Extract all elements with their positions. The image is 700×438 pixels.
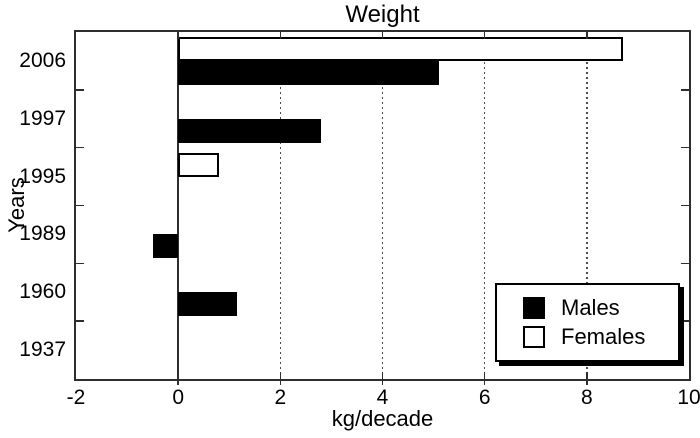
x-tick-top-0 <box>177 32 179 39</box>
x-tick-bottom-0 <box>177 372 179 379</box>
x-tick-top-8 <box>586 32 588 39</box>
x-tick-label-6: 6 <box>478 386 491 409</box>
bar-females-2006 <box>178 36 623 61</box>
y-tick-left-5 <box>76 320 84 322</box>
x-axis-label: kg/decade <box>331 406 434 431</box>
x-tick-bottom-6 <box>483 372 486 379</box>
x-tick-label-2: 2 <box>274 386 287 409</box>
y-tick-left-4 <box>76 262 84 265</box>
y-tick-left-1 <box>76 89 84 91</box>
bar-males-2006 <box>178 60 439 85</box>
gridline-x-6 <box>483 32 486 379</box>
category-label-1989: 1989 <box>19 222 66 246</box>
legend-item-males: Males <box>523 296 678 320</box>
bar-males-1997 <box>178 118 322 143</box>
x-tick-stub-0 <box>177 381 179 385</box>
x-tick-top-6 <box>483 32 486 39</box>
gridline-x-4 <box>381 32 384 379</box>
category-label-1997: 1997 <box>19 106 66 130</box>
y-tick-right-5 <box>681 320 689 322</box>
y-tick-left-2 <box>76 146 84 149</box>
plot-area <box>74 30 691 381</box>
y-tick-right-4 <box>681 262 689 265</box>
x-tick-stub-4 <box>381 381 384 385</box>
females-swatch <box>523 326 545 348</box>
y-tick-right-2 <box>681 146 689 149</box>
x-tick-top-4 <box>381 32 384 39</box>
bar-males-1960 <box>178 292 237 317</box>
x-tick-label-0: 0 <box>172 386 184 409</box>
x-tick-label-4: 4 <box>376 386 389 409</box>
x-tick-bottom-8 <box>586 372 588 379</box>
bar-males-1989 <box>152 234 179 259</box>
x-tick-bottom-4 <box>381 372 384 379</box>
legend: Males Females <box>495 283 680 362</box>
gridline-x-2 <box>279 32 282 379</box>
x-tick-stub-8 <box>586 381 588 385</box>
y-tick-right-1 <box>681 89 689 91</box>
x-tick-label-8: 8 <box>580 386 593 409</box>
x-tick-stub-6 <box>483 381 486 385</box>
x-tick-label--2: -2 <box>66 386 86 409</box>
x-tick-bottom-2 <box>279 372 282 379</box>
y-tick-right-3 <box>681 204 689 207</box>
x-tick-label-10: 10 <box>677 386 700 409</box>
category-label-1995: 1995 <box>19 164 66 188</box>
category-label-1937: 1937 <box>19 338 66 362</box>
x-tick-top-2 <box>279 32 282 39</box>
gridline-x-8 <box>586 32 588 379</box>
category-label-2006: 2006 <box>19 48 66 72</box>
zero-line <box>177 32 179 379</box>
legend-label-females: Females <box>561 324 646 349</box>
y-tick-left-3 <box>76 204 84 207</box>
bar-females-1995 <box>178 152 220 177</box>
legend-label-males: Males <box>561 295 620 320</box>
chart-title: Weight <box>345 1 420 28</box>
x-tick-stub-2 <box>279 381 282 385</box>
category-label-1960: 1960 <box>19 280 66 304</box>
legend-item-females: Females <box>523 325 678 349</box>
males-swatch <box>523 297 545 319</box>
